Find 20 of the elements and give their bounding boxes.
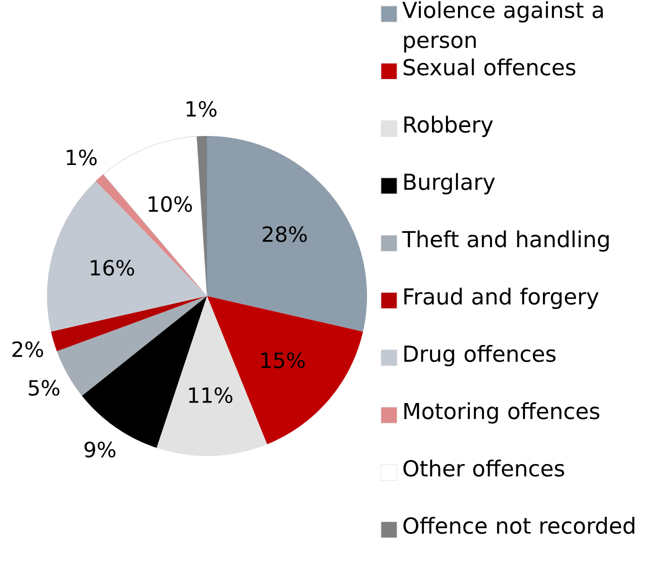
legend-label: Theft and handling [402,230,609,252]
legend-label: Sexual offences [404,58,576,76]
data-label: 1% [66,149,97,166]
legend-label: Motoring offences [404,402,600,424]
data-label: 2% [12,341,44,358]
legend-label: Robbery [404,116,493,138]
data-label: 1% [186,100,216,117]
data-label: 15% [262,352,305,368]
legend-label: Other offences [403,460,564,477]
data-label: 16% [90,260,134,276]
legend-label: Fraud and forgery [404,288,599,309]
legend-label: Violence against a person [402,1,603,52]
data-label: 28% [262,226,307,242]
legend-label: Offence not recorded [403,516,634,534]
data-label: 11% [189,387,232,404]
legend-label: Burglary [404,173,495,194]
data-label: 10% [148,196,192,212]
data-label: 9% [84,442,116,458]
legend-label: Drug offences [404,344,556,366]
data-label: 5% [28,380,60,396]
